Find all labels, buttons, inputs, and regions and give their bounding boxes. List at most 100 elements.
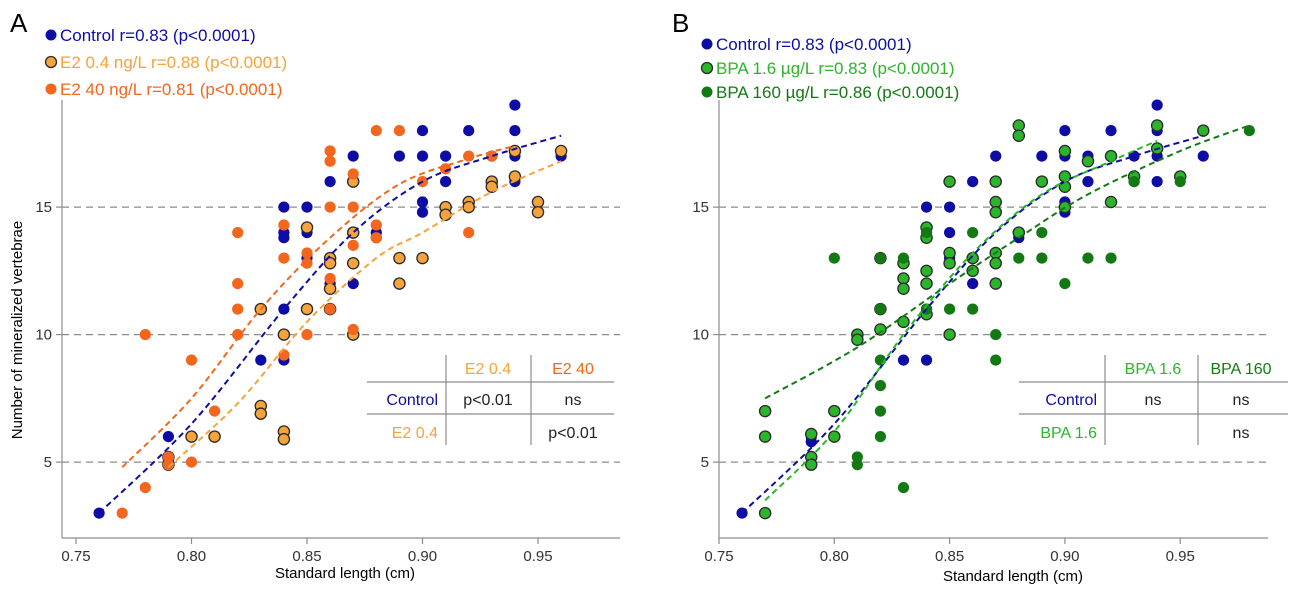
- y-tick-label: 5: [701, 454, 709, 471]
- data-point-series-1: [300, 221, 314, 234]
- fit-curve-series-1: [167, 160, 562, 468]
- data-point-series-0: [416, 150, 429, 162]
- data-point-series-2: [278, 349, 290, 361]
- data-point-series-1: [1012, 119, 1026, 132]
- data-point-series-0: [255, 354, 267, 366]
- data-point-series-0: [416, 196, 429, 208]
- data-point-series-1: [804, 427, 818, 441]
- data-point-series-2: [874, 303, 887, 315]
- data-point-series-0: [278, 201, 290, 213]
- data-point-series-2: [116, 507, 128, 519]
- data-point-series-1: [897, 282, 910, 295]
- data-point-series-2: [324, 145, 336, 157]
- data-point-series-2: [370, 219, 382, 231]
- data-point-series-1: [208, 430, 221, 443]
- table-a-col-header-1: E2 0.4: [465, 361, 511, 378]
- data-point-series-2: [301, 329, 313, 341]
- data-point-series-2: [990, 329, 1002, 341]
- legend-b-marker-control: [701, 38, 713, 50]
- data-point-series-2: [232, 303, 244, 315]
- table-a-row-label-1: Control: [386, 392, 438, 409]
- data-point-series-2: [324, 201, 336, 213]
- data-point-series-0: [897, 354, 910, 366]
- data-point-series-2: [463, 150, 475, 162]
- data-point-series-0: [278, 232, 290, 244]
- data-point-series-1: [1104, 195, 1118, 209]
- table-b-cell-1-1: ns: [1145, 392, 1162, 409]
- legend-a-marker-control: [45, 29, 57, 41]
- data-point-series-2: [1013, 252, 1025, 264]
- data-point-series-0: [1105, 125, 1117, 137]
- data-point-series-0: [393, 150, 405, 162]
- legend-a-label-e2-high: E2 40 ng/L r=0.81 (p<0.0001): [60, 80, 282, 99]
- data-point-series-1: [1197, 124, 1210, 137]
- x-tick-label: 0.85: [935, 548, 964, 565]
- data-point-series-1: [758, 506, 772, 520]
- data-point-series-2: [370, 232, 382, 244]
- data-point-series-1: [943, 246, 956, 260]
- data-point-series-1: [989, 277, 1002, 290]
- data-point-series-1: [393, 251, 406, 265]
- data-point-series-0: [1151, 99, 1163, 111]
- data-point-series-1: [989, 175, 1002, 188]
- y-tick-label: 15: [35, 199, 52, 216]
- y-tick-label: 10: [692, 327, 709, 344]
- data-point-series-1: [1081, 154, 1095, 168]
- data-point-series-1: [989, 256, 1002, 270]
- data-point-series-2: [920, 227, 933, 239]
- panel-b: B Control r=0.83 (p<0.0001) BPA 1.6 µg/L…: [672, 8, 1288, 585]
- table-b-row-label-1: Control: [1045, 392, 1097, 409]
- data-point-series-1: [185, 430, 198, 443]
- data-point-series-0: [301, 201, 313, 213]
- data-point-series-2: [370, 125, 382, 137]
- x-tick-label: 0.90: [1050, 548, 1079, 565]
- legend-b-label-bpa-high: BPA 160 µg/L r=0.86 (p<0.0001): [716, 83, 959, 102]
- panel-a-x-axis-title: Standard length (cm): [275, 565, 415, 582]
- data-point-series-2: [1243, 125, 1255, 137]
- data-point-series-0: [967, 278, 979, 290]
- data-point-series-2: [1174, 176, 1186, 188]
- data-point-series-0: [1151, 176, 1163, 188]
- data-point-series-1: [416, 251, 429, 265]
- data-point-series-1: [300, 302, 314, 316]
- data-point-series-2: [139, 329, 151, 341]
- data-point-series-2: [301, 257, 313, 269]
- legend-a-marker-e2-low: [44, 55, 58, 69]
- panel-a-stats-table: E2 0.4 E2 40 Control p<0.01 ns E2 0.4 p<…: [367, 355, 614, 445]
- panel-b-letter: B: [672, 8, 689, 38]
- data-point-series-1: [508, 170, 522, 183]
- data-point-series-1: [1012, 129, 1026, 142]
- panel-b-stats-table: BPA 1.6 BPA 160 Control ns ns BPA 1.6 ns: [1019, 355, 1288, 445]
- data-point-series-2: [828, 252, 840, 264]
- fit-curve-series-2: [121, 144, 516, 468]
- data-point-series-1: [277, 328, 291, 341]
- data-point-series-0: [1059, 125, 1071, 137]
- data-point-series-1: [508, 144, 522, 158]
- data-point-series-2: [967, 227, 979, 239]
- data-point-series-2: [874, 405, 887, 417]
- data-point-series-0: [1197, 150, 1209, 162]
- data-point-series-2: [324, 272, 336, 285]
- x-tick-label: 0.95: [1166, 548, 1195, 565]
- table-b-row-label-2: BPA 1.6: [1040, 425, 1097, 442]
- data-point-series-2: [1059, 278, 1071, 290]
- data-point-series-2: [1036, 252, 1048, 264]
- data-point-series-2: [874, 431, 887, 443]
- data-point-series-2: [393, 125, 405, 137]
- data-point-series-1: [1150, 119, 1164, 132]
- data-point-series-0: [944, 201, 956, 213]
- data-point-series-2: [162, 459, 174, 471]
- data-point-series-0: [463, 125, 475, 137]
- table-a-col-header-2: E2 40: [552, 361, 594, 378]
- data-point-series-0: [324, 176, 336, 188]
- data-point-series-0: [416, 206, 429, 218]
- data-point-series-1: [277, 432, 291, 446]
- data-point-series-1: [758, 430, 772, 443]
- data-point-series-2: [347, 239, 359, 251]
- data-point-series-2: [1082, 252, 1094, 264]
- data-point-series-1: [531, 205, 545, 219]
- x-tick-label: 0.80: [820, 548, 849, 565]
- data-point-series-1: [989, 195, 1002, 209]
- data-point-series-1: [920, 277, 933, 290]
